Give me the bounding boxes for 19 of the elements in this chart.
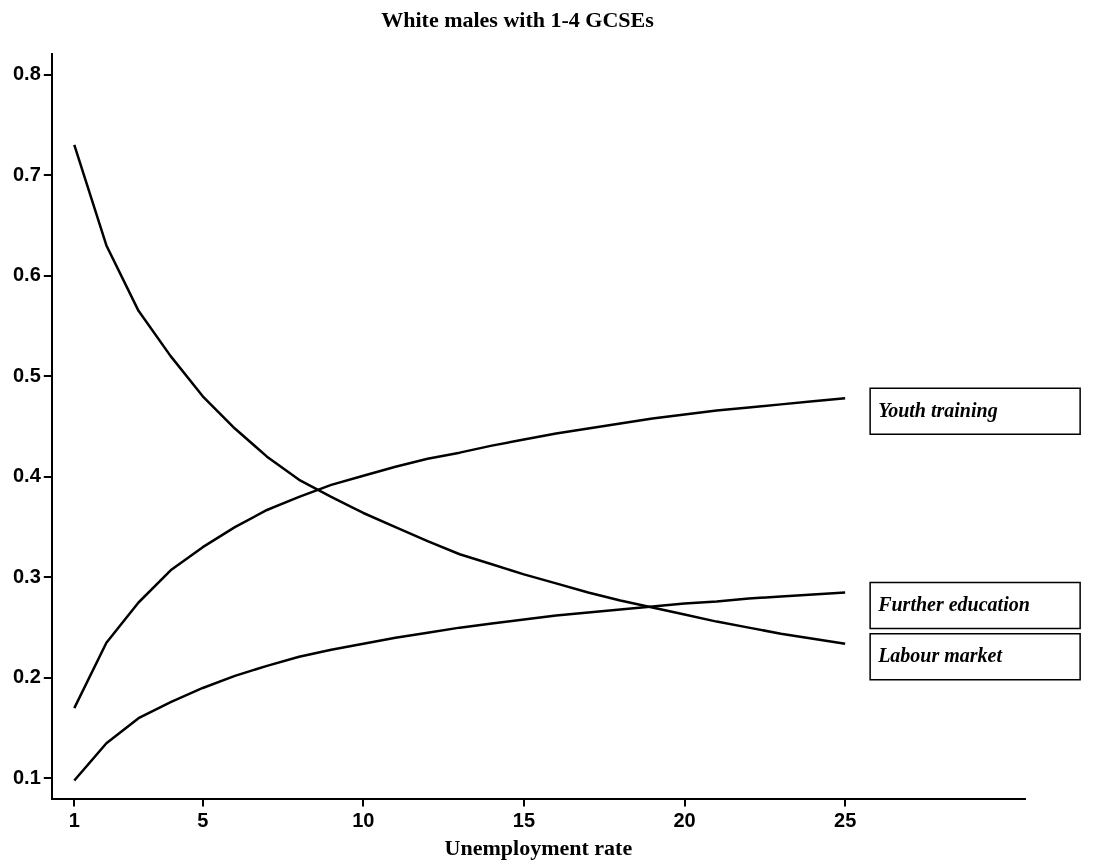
x-tick-label: 10 bbox=[352, 809, 375, 832]
y-tick-label: 0.1 bbox=[12, 766, 41, 788]
chart-title: White males with 1-4 GCSEs bbox=[381, 6, 655, 32]
y-tick-label: 0.3 bbox=[12, 564, 41, 587]
y-tick-label: 0.7 bbox=[12, 162, 41, 185]
series-label: Youth training bbox=[878, 398, 998, 422]
x-axis-title: Unemployment rate bbox=[444, 835, 633, 861]
y-tick-label: 0.6 bbox=[12, 263, 41, 286]
y-tick-label: 0.8 bbox=[12, 62, 41, 85]
x-tick-label: 25 bbox=[834, 809, 857, 832]
y-tick-label: 0.4 bbox=[12, 464, 42, 487]
x-tick-label: 15 bbox=[512, 809, 536, 832]
x-tick-label: 5 bbox=[197, 809, 209, 832]
x-tick-label: 1 bbox=[68, 809, 80, 832]
series-label: Further education bbox=[877, 592, 1030, 615]
y-tick-label: 0.2 bbox=[12, 665, 41, 688]
series-label: Labour market bbox=[877, 643, 1004, 666]
x-tick-label: 20 bbox=[673, 809, 696, 832]
y-tick-label: 0.5 bbox=[12, 363, 41, 386]
